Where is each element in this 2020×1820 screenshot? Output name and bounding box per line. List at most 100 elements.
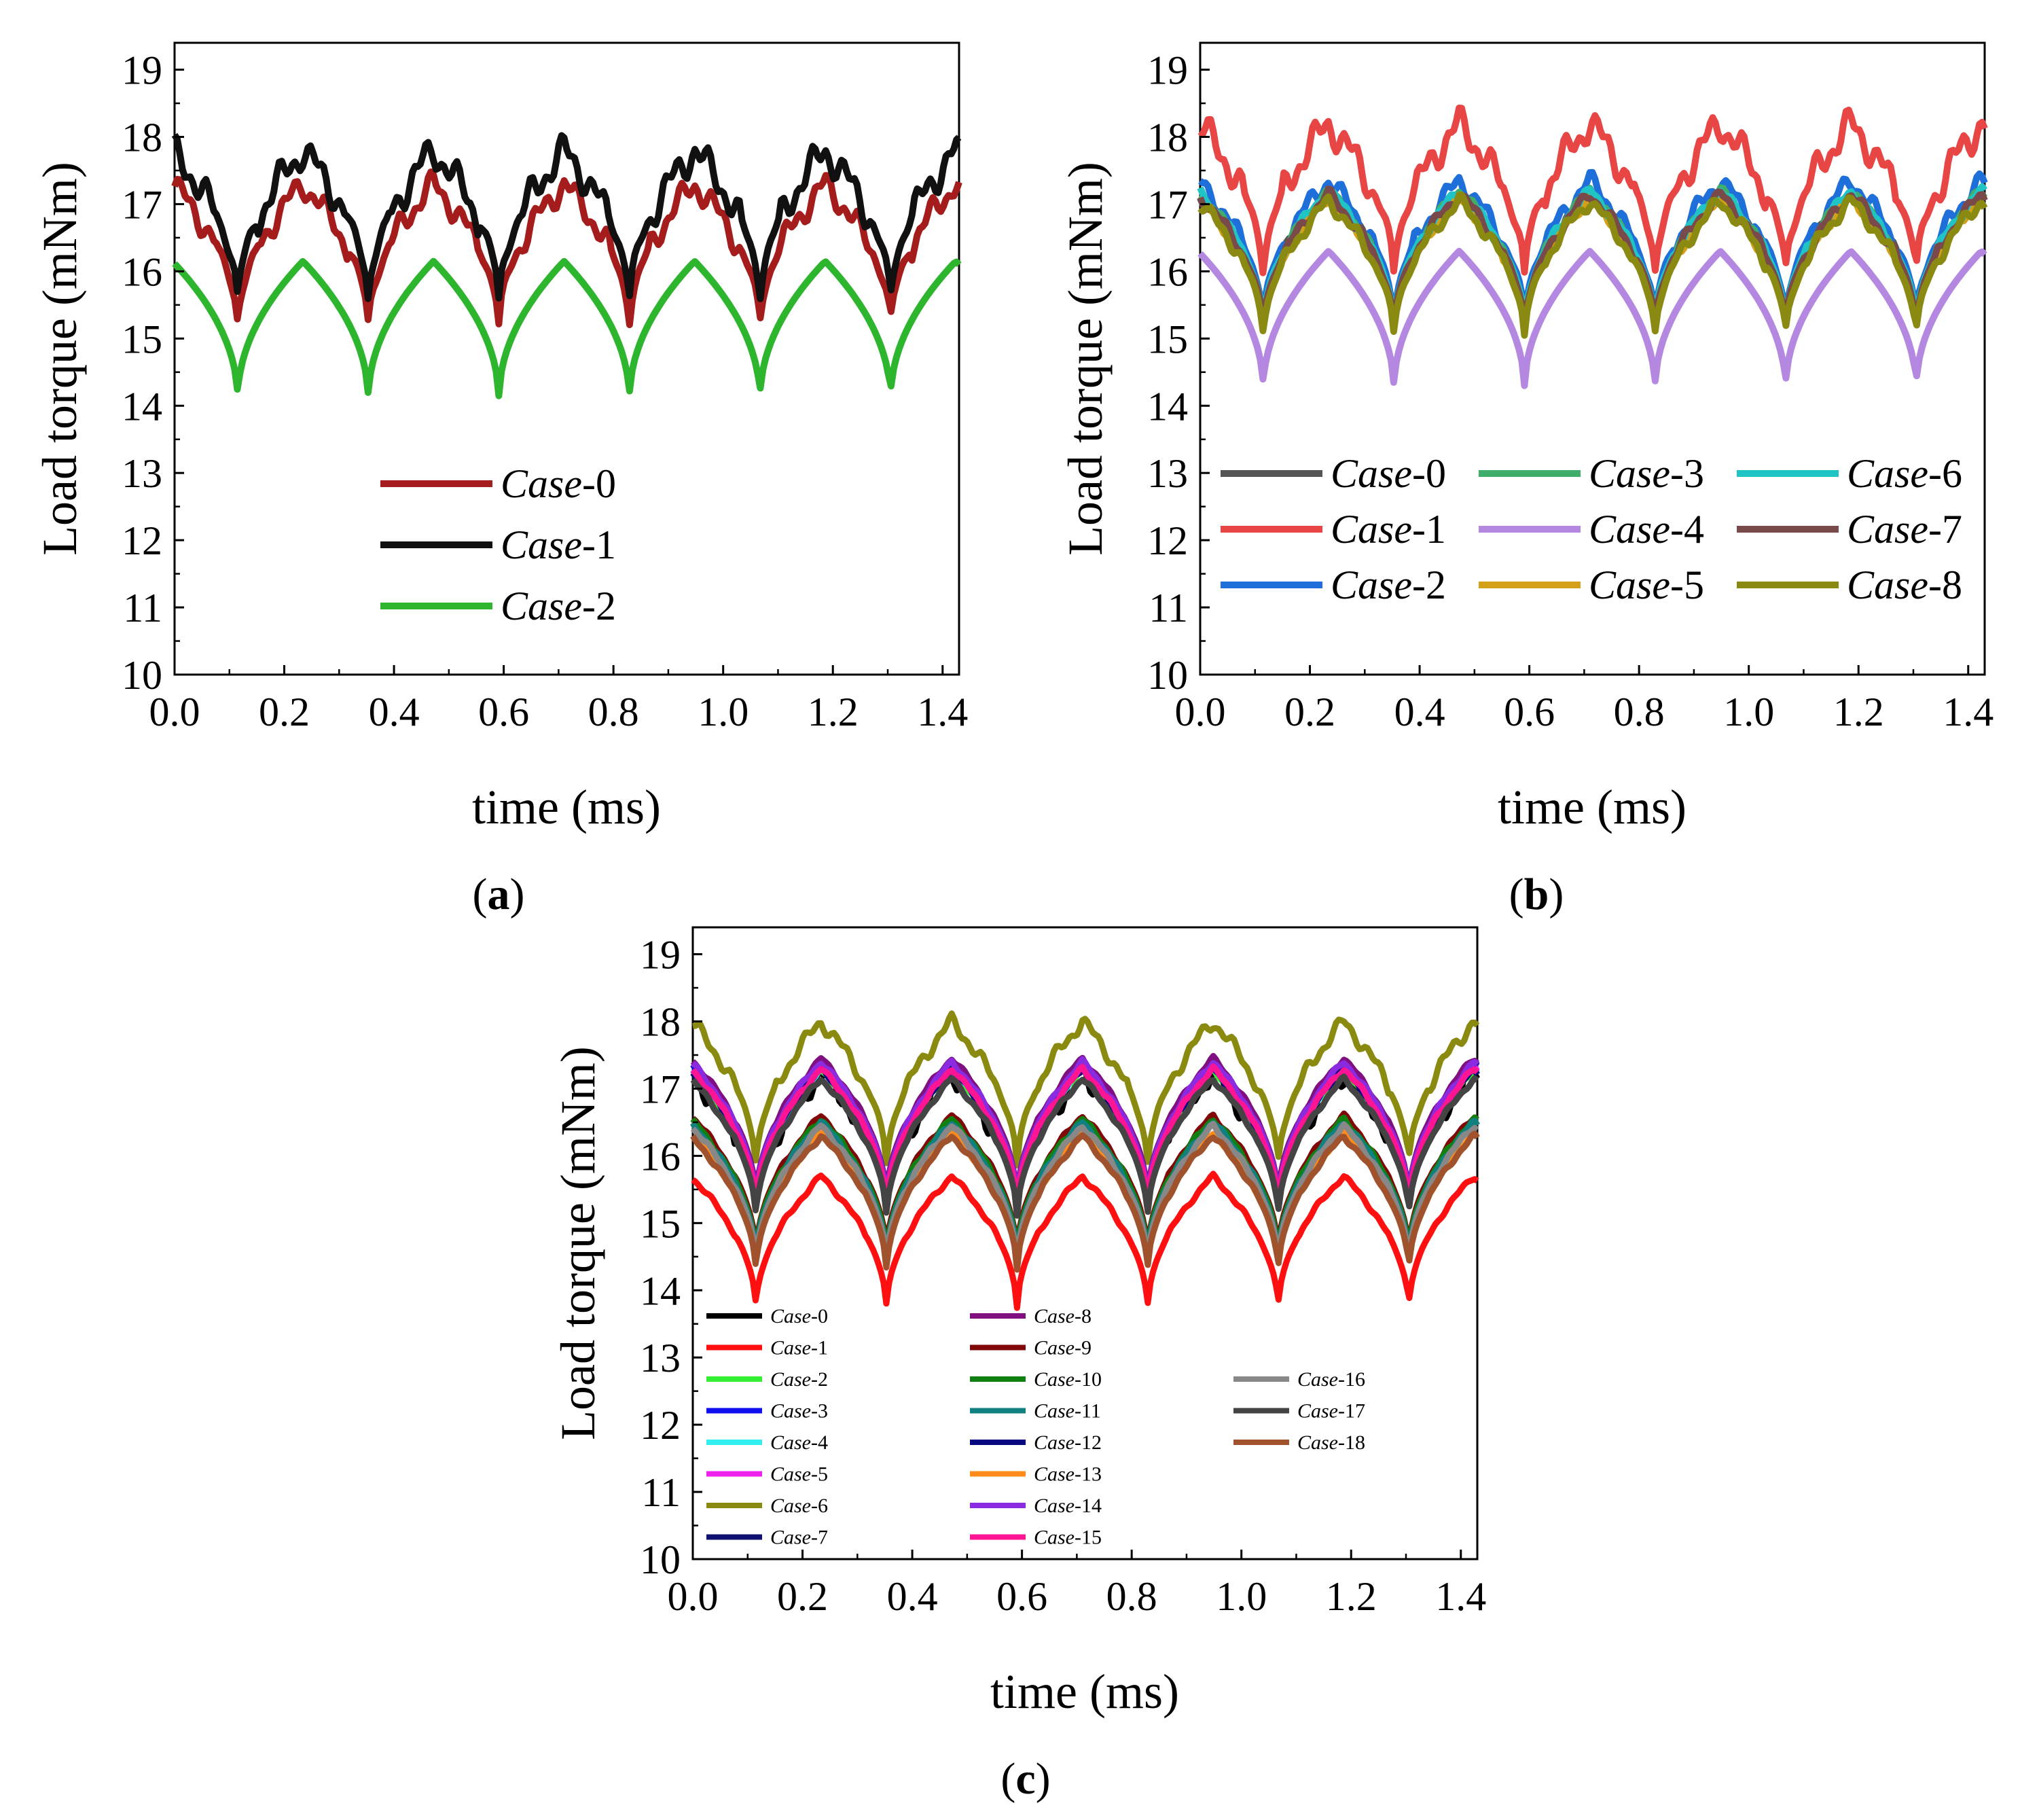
x-tick-label-a: 0.2 bbox=[259, 690, 310, 734]
y-tick-label-a: 12 bbox=[122, 518, 162, 563]
legend-b: Case-0 Case-1 Case-2 Case-3 Case-4 Case-5 Case… bbox=[1221, 451, 1962, 607]
legend-item-b-case-8: Case-8 bbox=[1737, 563, 1962, 607]
x-tick-label-c: 0.0 bbox=[668, 1574, 719, 1619]
y-tick-label-c: 11 bbox=[641, 1470, 681, 1515]
legend-a: Case-0 Case-1 Case-2 bbox=[380, 461, 616, 628]
legend-item-a-case-2: Case-2 bbox=[380, 584, 616, 628]
y-tick-label-c: 12 bbox=[640, 1403, 681, 1448]
y-tick-label-c: 14 bbox=[640, 1268, 681, 1313]
legend-item-c-case-12: Case-12 bbox=[970, 1431, 1102, 1454]
legend-label: Case-5 bbox=[1589, 563, 1704, 607]
legend-label: Case-16 bbox=[1297, 1368, 1365, 1391]
series-line-b-case-4 bbox=[1197, 247, 1987, 389]
panel-label-a: (a) bbox=[473, 870, 525, 919]
legend-item-b-case-5: Case-5 bbox=[1479, 563, 1704, 607]
legend-item-b-case-2: Case-2 bbox=[1221, 563, 1446, 607]
x-tick-label-c: 1.0 bbox=[1216, 1574, 1267, 1619]
panel-label-a-letter: a bbox=[488, 870, 510, 919]
panel-label-b: (b) bbox=[1509, 870, 1564, 919]
y-tick-label-b: 18 bbox=[1147, 115, 1188, 160]
x-tick-label-b: 0.2 bbox=[1284, 690, 1335, 734]
x-tick-label-c: 0.4 bbox=[887, 1574, 938, 1619]
y-tick-label-a: 15 bbox=[122, 317, 162, 361]
legend-label: Case-8 bbox=[1847, 563, 1962, 607]
legend-label: Case-5 bbox=[770, 1463, 828, 1486]
y-tick-label-a: 11 bbox=[123, 586, 162, 630]
x-tick-label-b: 0.0 bbox=[1175, 690, 1226, 734]
legend-item-b-case-0: Case-0 bbox=[1221, 451, 1446, 496]
series-layer-b bbox=[1197, 105, 1988, 389]
legend-label: Case-9 bbox=[1034, 1337, 1092, 1359]
y-tick-label-b: 14 bbox=[1147, 384, 1188, 429]
x-tick-label-c: 1.4 bbox=[1435, 1574, 1486, 1619]
legend-label: Case-11 bbox=[1034, 1400, 1101, 1423]
legend-item-c-case-18: Case-18 bbox=[1233, 1431, 1365, 1454]
legend-item-c-case-9: Case-9 bbox=[970, 1337, 1092, 1359]
legend-item-b-case-6: Case-6 bbox=[1737, 451, 1962, 496]
x-tick-label-b: 0.6 bbox=[1504, 690, 1555, 734]
x-tick-label-a: 0.8 bbox=[588, 690, 639, 734]
x-tick-label-b: 0.8 bbox=[1614, 690, 1665, 734]
x-tick-label-c: 0.6 bbox=[996, 1574, 1047, 1619]
legend-item-c-case-5: Case-5 bbox=[706, 1463, 828, 1486]
series-layer-a bbox=[171, 132, 962, 399]
y-tick-label-c: 15 bbox=[640, 1201, 681, 1246]
legend-item-c-case-16: Case-16 bbox=[1233, 1368, 1365, 1391]
panel-a: 10 11 12 13 14 15 16 17 18 19 0.0 0.2 0.4 0.6 0.8 1.0 1.… bbox=[33, 41, 968, 919]
legend-label: Case-14 bbox=[1034, 1495, 1102, 1517]
y-tick-label-c: 17 bbox=[640, 1067, 681, 1111]
series-layer-c bbox=[690, 1010, 1480, 1311]
legend-label: Case-15 bbox=[1034, 1527, 1102, 1549]
y-axis-title-a: Load torque (mNm) bbox=[33, 162, 87, 556]
x-tick-label-a: 0.6 bbox=[478, 690, 529, 734]
y-tick-label-c: 13 bbox=[640, 1336, 681, 1380]
y-tick-label-a: 19 bbox=[122, 48, 162, 93]
legend-item-c-case-7: Case-7 bbox=[706, 1527, 828, 1549]
y-tick-label-c: 10 bbox=[640, 1537, 681, 1582]
legend-label: Case-0 bbox=[770, 1305, 828, 1327]
legend-item-c-case-17: Case-17 bbox=[1233, 1400, 1365, 1423]
legend-label: Case-0 bbox=[1331, 451, 1446, 496]
x-tick-label-a: 0.0 bbox=[149, 690, 200, 734]
legend-item-c-case-13: Case-13 bbox=[970, 1463, 1102, 1486]
y-tick-label-a: 13 bbox=[122, 451, 162, 496]
series-line-a-case-2 bbox=[172, 257, 962, 399]
legend-item-c-case-2: Case-2 bbox=[706, 1368, 828, 1391]
x-tick-label-c: 1.2 bbox=[1326, 1574, 1377, 1619]
legend-item-c-case-6: Case-6 bbox=[706, 1495, 828, 1517]
series-line-c-case-17 bbox=[690, 1073, 1479, 1219]
x-tick-label-a: 1.0 bbox=[698, 690, 749, 734]
legend-label: Case-2 bbox=[770, 1368, 828, 1391]
series-line-b-case-8 bbox=[1197, 192, 1988, 339]
y-tick-label-c: 16 bbox=[640, 1134, 681, 1179]
x-tick-label-b: 1.2 bbox=[1833, 690, 1884, 734]
series-line-b-case-1 bbox=[1197, 105, 1988, 276]
legend-label: Case-1 bbox=[501, 522, 616, 567]
y-tick-label-b: 19 bbox=[1147, 48, 1188, 93]
legend-label: Case-7 bbox=[1847, 507, 1962, 552]
y-tick-label-a: 17 bbox=[122, 182, 162, 227]
x-tick-label-b: 1.0 bbox=[1723, 690, 1774, 734]
legend-item-c-case-1: Case-1 bbox=[706, 1337, 828, 1359]
series-line-c-case-18 bbox=[690, 1130, 1480, 1273]
x-axis-title-b: time (ms) bbox=[1498, 780, 1687, 834]
series-line-c-case-15 bbox=[690, 1063, 1480, 1210]
x-tick-label-a: 0.4 bbox=[369, 690, 420, 734]
y-tick-label-a: 18 bbox=[122, 115, 162, 160]
y-tick-label-c: 18 bbox=[640, 1000, 681, 1045]
series-line-c-case-16 bbox=[690, 1120, 1479, 1267]
series-line-c-case-6 bbox=[692, 1010, 1480, 1168]
legend-item-c-case-15: Case-15 bbox=[970, 1527, 1102, 1549]
ticks-a: 10 11 12 13 14 15 16 17 18 19 0.0 0.2 0.4 0.6 0.8 1.0 1.… bbox=[122, 48, 968, 734]
x-tick-label-c: 0.8 bbox=[1106, 1574, 1157, 1619]
legend-item-c-case-8: Case-8 bbox=[970, 1305, 1092, 1327]
legend-item-c-case-14: Case-14 bbox=[970, 1495, 1102, 1517]
y-tick-label-b: 15 bbox=[1147, 317, 1188, 361]
y-axis-title-c: Load torque (mNm) bbox=[551, 1046, 605, 1440]
y-tick-label-c: 19 bbox=[640, 933, 681, 978]
y-tick-label-a: 16 bbox=[122, 249, 162, 294]
ticks-b: 10 11 12 13 14 15 16 17 18 19 0.0 0.2 0.4 0.6 0.8 1.0 1.… bbox=[1147, 48, 1994, 734]
panel-c: 10 11 12 13 14 15 16 17 18 19 0.0 0.2 0.4 0.6 0.8 1.0 1.… bbox=[551, 926, 1486, 1804]
legend-item-c-case-0: Case-0 bbox=[706, 1305, 828, 1327]
series-line-c-case-1 bbox=[691, 1171, 1479, 1311]
